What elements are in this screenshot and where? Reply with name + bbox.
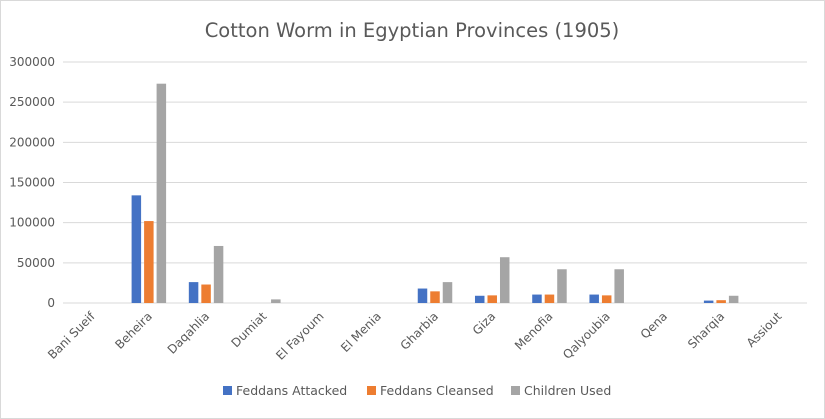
bar [156,83,167,303]
y-tick-label: 0 [47,296,55,310]
legend: Feddans Attacked Feddans Cleansed Children… [223,383,611,398]
y-tick-label: 150000 [9,176,55,190]
legend-label: Feddans Cleansed [380,383,494,398]
bar [417,288,428,303]
y-tick-label: 100000 [9,216,55,230]
x-tick-label: Dumiat [228,309,269,350]
bar [728,295,739,303]
x-tick-label: El Fayoum [273,309,326,362]
x-tick-label: Daqahlia [165,309,213,357]
legend-label: Children Used [524,383,611,398]
y-tick-label: 200000 [9,135,55,149]
bar [703,300,714,303]
x-tick-label: Giza [470,309,498,337]
bar [474,295,485,303]
bar [442,282,453,303]
x-tick-label: Qalyoubia [560,309,613,362]
y-axis-tick-labels: 0 50000 100000 150000 200000 250000 300000 [9,55,55,310]
bar [213,245,224,303]
chart-title: Cotton Worm in Egyptian Provinces (1905) [205,19,620,42]
x-axis-tick-labels: Bani Sueif Beheira Daqahlia Dumiat El Fayoum… [45,309,785,363]
x-tick-label: Qena [638,309,670,341]
bar [188,282,199,303]
bar [131,195,142,303]
y-tick-label: 250000 [9,95,55,109]
bar [557,269,567,303]
bar [144,221,154,303]
y-tick-label: 300000 [9,55,55,69]
x-tick-label: Bani Sueif [45,309,98,362]
legend-swatch [223,386,232,395]
x-tick-label: Gharbia [398,309,441,352]
bar [532,294,542,303]
bar [601,295,612,303]
x-tick-label: Assiout [744,309,785,350]
bar [499,257,510,303]
bar [614,269,624,303]
x-tick-label: Menofia [512,309,556,353]
gridlines [63,61,807,304]
y-tick-label: 50000 [17,256,55,270]
bar [201,284,211,303]
legend-swatch [367,386,376,395]
bars [131,83,739,303]
bar [544,294,555,303]
bar [487,295,497,303]
bar [430,291,440,303]
bar [716,300,726,303]
x-tick-label: Beheira [112,309,155,352]
x-tick-label: Sharqia [685,309,727,351]
x-tick-label: El Menia [338,309,384,355]
bar [271,299,281,303]
legend-label: Feddans Attacked [236,383,347,398]
legend-swatch [511,386,520,395]
bar [589,294,599,303]
